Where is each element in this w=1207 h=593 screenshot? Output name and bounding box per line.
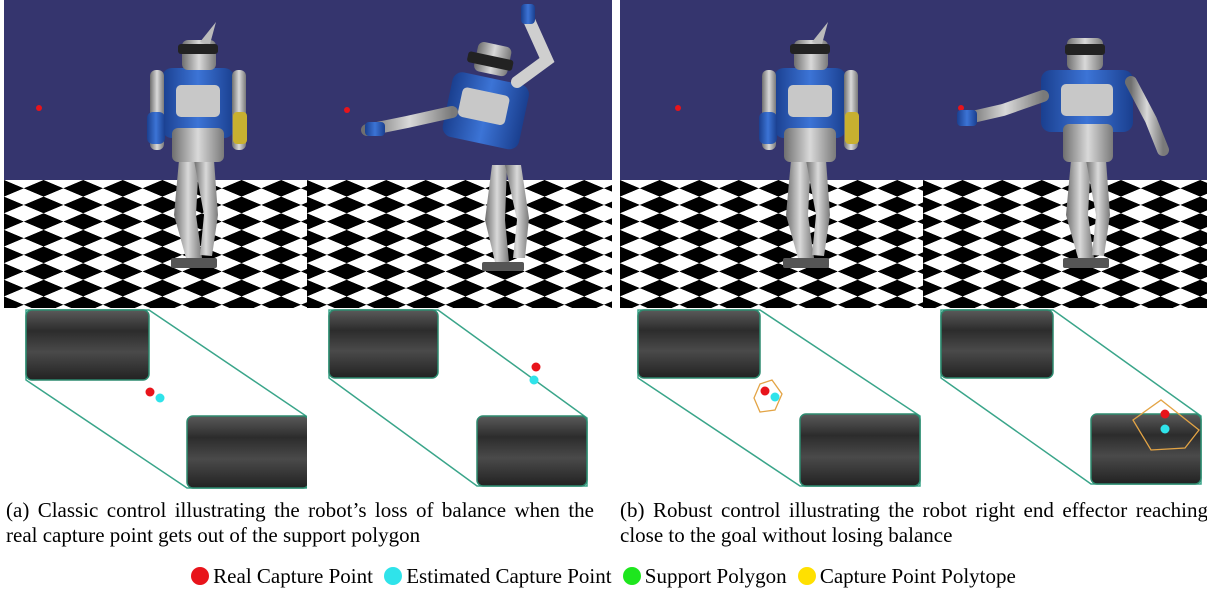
support-polygon-outline (328, 309, 588, 487)
caption-a: (a) Classic control illustrating the rob… (6, 498, 594, 547)
sim-frame-robust-start (620, 0, 925, 308)
sim-frame-robust-end (923, 0, 1207, 308)
legend-label: Capture Point Polytope (819, 564, 1016, 588)
right-foot (186, 415, 309, 489)
real-capture-point (531, 362, 541, 372)
sim-frame-classic-start (4, 0, 309, 308)
robot-standing-icon (759, 22, 859, 268)
goal-marker (958, 105, 964, 111)
legend-swatch (191, 567, 210, 585)
robot-tilting-icon (361, 4, 555, 271)
legend: Real Capture Point Estimated Capture Poi… (0, 563, 1207, 589)
legend-label: Estimated Capture Point (406, 564, 612, 588)
real-capture-point (145, 387, 155, 397)
left-foot (940, 309, 1054, 379)
legend-item-estimated-capture-point: Estimated Capture Point (384, 563, 612, 589)
support-polygon-zoom-robust-end (923, 308, 1207, 493)
estimated-capture-point (155, 393, 165, 403)
legend-swatch (384, 567, 403, 585)
right-foot (799, 413, 921, 487)
right-foot (1090, 413, 1202, 485)
support-polygon-outline (637, 309, 921, 487)
legend-swatch (622, 567, 641, 585)
left-foot (637, 309, 761, 379)
legend-item-capture-point-polytope: Capture Point Polytope (797, 563, 1016, 589)
real-capture-point (1160, 409, 1170, 419)
left-foot (328, 309, 439, 379)
left-foot (25, 309, 150, 381)
estimated-capture-point (529, 375, 539, 385)
support-polygon-zoom-classic-end (307, 308, 612, 493)
support-polygon-zoom-robust-start (620, 308, 925, 493)
goal-marker (675, 105, 681, 111)
sim-frame-classic-end (307, 0, 612, 308)
goal-marker (344, 107, 350, 113)
support-polygon-zoom-classic-start (4, 308, 309, 493)
real-capture-point (760, 386, 770, 396)
caption-b: (b) Robust control illustrating the robo… (620, 498, 1207, 547)
capture-point-polytope (753, 379, 783, 413)
robot-standing-icon (147, 22, 247, 268)
support-polygon-outline (940, 309, 1202, 485)
robot-reaching-icon (957, 38, 1169, 268)
estimated-capture-point (1160, 424, 1170, 434)
legend-label: Support Polygon (644, 564, 787, 588)
goal-marker (36, 105, 42, 111)
legend-item-support-polygon: Support Polygon (622, 563, 787, 589)
legend-item-real-capture-point: Real Capture Point (191, 563, 373, 589)
capture-point-polytope (1132, 399, 1200, 451)
support-polygon-outline (25, 309, 309, 489)
legend-swatch (797, 567, 816, 585)
legend-label: Real Capture Point (213, 564, 373, 588)
estimated-capture-point (770, 392, 780, 402)
right-foot (476, 415, 588, 487)
